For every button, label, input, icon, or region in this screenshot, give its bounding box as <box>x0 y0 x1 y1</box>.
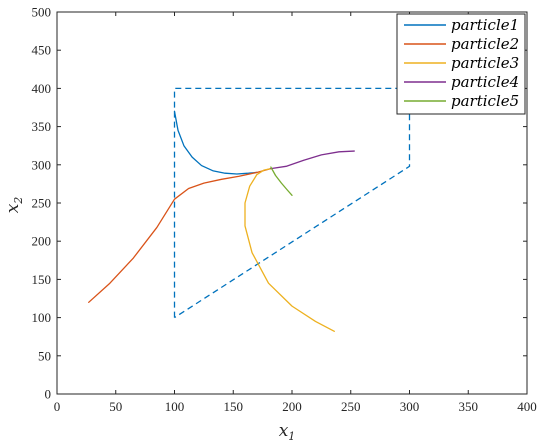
y-tick-label: 200 <box>32 234 52 249</box>
x-tick-label: 50 <box>109 399 122 414</box>
y-tick-label: 500 <box>32 5 52 20</box>
y-tick-label: 450 <box>32 43 52 58</box>
series-line-particle1 <box>173 110 258 175</box>
y-tick-label: 250 <box>32 196 52 211</box>
x-tick-label: 250 <box>341 399 361 414</box>
x-tick-label: 0 <box>54 399 61 414</box>
legend-label-particle2: particle2 <box>451 35 519 53</box>
y-tick-label: 400 <box>32 81 52 96</box>
legend-box <box>396 13 526 115</box>
y-tick-label: 0 <box>45 387 52 402</box>
y-tick-label: 150 <box>32 272 52 287</box>
y-axis-title: x2 <box>3 197 25 214</box>
legend-label-particle4: particle4 <box>451 73 519 91</box>
series-line-particle3 <box>244 167 335 333</box>
y-tick-label: 50 <box>38 348 51 363</box>
y-tick-label: 100 <box>32 310 52 325</box>
x-tick-label: 100 <box>165 399 185 414</box>
series-line-particle4 <box>270 150 355 170</box>
y-tick-label: 350 <box>32 119 52 134</box>
x-axis-title: x1 <box>279 421 296 443</box>
series-line-particle2 <box>88 167 272 303</box>
legend-label-particle5: particle5 <box>451 92 519 110</box>
legend: particle1particle2particle3particle4part… <box>396 13 526 115</box>
series-line-particle5 <box>270 166 293 197</box>
x-tick-label: 200 <box>282 399 302 414</box>
legend-label-particle1: particle1 <box>451 16 519 34</box>
x-tick-label: 350 <box>459 399 479 414</box>
y-tick-label: 300 <box>32 157 52 172</box>
x-tick-label: 300 <box>400 399 420 414</box>
x-tick-label: 150 <box>224 399 244 414</box>
legend-label-particle3: particle3 <box>451 54 519 72</box>
x-tick-label: 400 <box>517 399 537 414</box>
